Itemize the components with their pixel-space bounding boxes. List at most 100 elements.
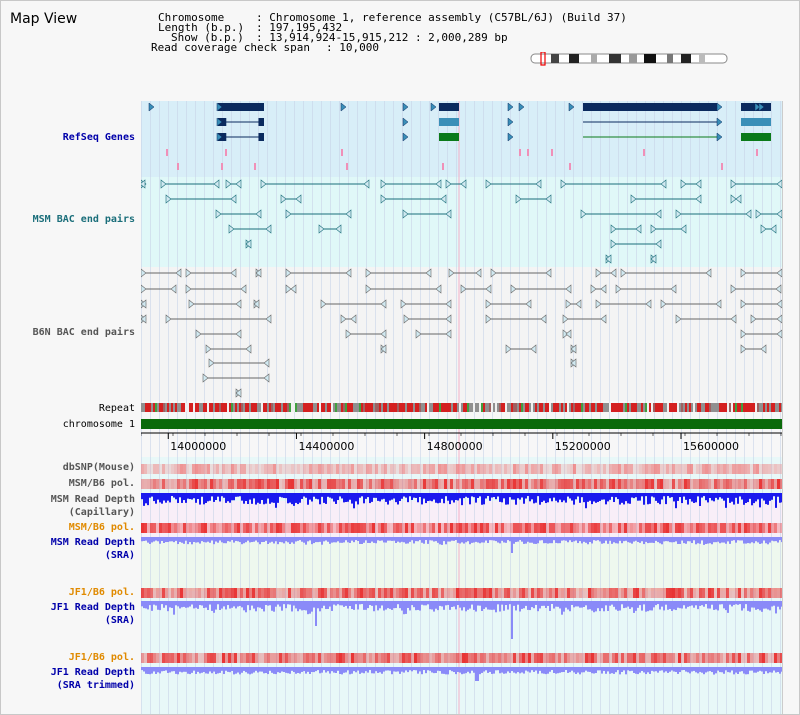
depth-bar <box>607 493 609 502</box>
pol-stripe <box>741 464 744 474</box>
repeat-segment <box>189 403 191 412</box>
right-divider <box>782 101 783 714</box>
depth-bar <box>357 601 359 610</box>
track-label-msm-b6-pol-1[interactable]: MSM/B6 pol. <box>68 478 135 489</box>
pol-stripe <box>552 588 555 598</box>
depth-bar <box>535 667 537 671</box>
repeat-segment <box>703 403 705 412</box>
pol-stripe <box>429 523 432 533</box>
pol-stripe <box>351 653 354 663</box>
axis-tick-label: 15600000 <box>683 440 739 453</box>
depth-bar <box>191 493 193 500</box>
depth-bar <box>237 667 239 673</box>
depth-bar <box>693 493 695 503</box>
pol-stripe <box>330 464 333 474</box>
depth-bar <box>181 493 183 503</box>
pol-stripe <box>456 464 459 474</box>
pol-stripe <box>657 479 660 489</box>
depth-bar <box>159 601 161 611</box>
bac-end-left <box>630 194 637 204</box>
depth-bar <box>371 667 373 674</box>
pol-stripe <box>390 464 393 474</box>
depth-bar <box>237 493 239 497</box>
pol-stripe <box>741 479 744 489</box>
depth-bar <box>495 537 497 542</box>
track-label-jf1-depth-trim[interactable]: JF1 Read Depth <box>50 667 135 678</box>
pol-stripe <box>303 588 306 598</box>
pol-stripe <box>264 588 267 598</box>
pol-stripe <box>141 588 144 598</box>
pol-stripe <box>177 523 180 533</box>
track-label-jf1-depth-trim-sub: (SRA trimmed) <box>56 680 135 691</box>
pol-stripe <box>714 464 717 474</box>
pol-stripe <box>747 479 750 489</box>
pol-stripe <box>207 653 210 663</box>
pol-stripe <box>333 653 336 663</box>
depth-bar <box>355 537 357 541</box>
pol-stripe <box>213 464 216 474</box>
track-label-msm-depth-cap[interactable]: MSM Read Depth <box>50 494 135 505</box>
pol-stripe <box>321 479 324 489</box>
depth-bar <box>147 667 149 674</box>
depth-bar <box>387 537 389 541</box>
pol-stripe <box>375 588 378 598</box>
depth-bar <box>187 667 189 674</box>
pol-stripe <box>522 464 525 474</box>
repeat-segment <box>713 403 715 412</box>
depth-bar <box>317 493 319 500</box>
pol-stripe <box>591 479 594 489</box>
repeat-track <box>141 403 782 412</box>
track-label-repeat[interactable]: Repeat <box>98 403 135 414</box>
repeat-segment <box>375 403 377 412</box>
bac-end-right <box>600 284 607 294</box>
depth-bar <box>179 601 181 609</box>
pol-stripe <box>498 653 501 663</box>
depth-bar <box>607 601 609 611</box>
depth-bar <box>747 601 749 611</box>
pol-stripe <box>444 588 447 598</box>
depth-bar <box>495 493 497 500</box>
pol-stripe <box>216 464 219 474</box>
pol-stripe <box>738 523 741 533</box>
track-label-jf1-b6-pol-1[interactable]: JF1/B6 pol. <box>68 587 135 598</box>
depth-bar <box>575 493 577 500</box>
pol-stripe <box>339 479 342 489</box>
bac-end-right <box>776 179 782 189</box>
pol-stripe <box>333 464 336 474</box>
track-label-refseq[interactable]: RefSeq Genes <box>62 132 135 143</box>
pol-stripe <box>714 479 717 489</box>
pol-stripe <box>453 464 456 474</box>
track-label-chromosome[interactable]: chromosome 1 <box>62 419 135 430</box>
track-label-jf1-depth-sra[interactable]: JF1 Read Depth <box>50 602 135 613</box>
depth-bar <box>271 601 273 611</box>
pol-stripe <box>468 523 471 533</box>
depth-bar <box>271 667 273 673</box>
bac-end-right <box>245 239 252 249</box>
repeat-segment <box>177 403 179 412</box>
chromosome-ideogram[interactable] <box>529 52 729 66</box>
track-label-msm-b6-pol-2[interactable]: MSM/B6 pol. <box>68 522 135 533</box>
track-label-msm-depth-sra[interactable]: MSM Read Depth <box>50 537 135 548</box>
pol-stripe <box>738 588 741 598</box>
pol-stripe <box>159 653 162 663</box>
track-label-dbsnp[interactable]: dbSNP(Mouse) <box>62 462 135 473</box>
pol-stripe <box>612 479 615 489</box>
pol-stripe <box>780 523 782 533</box>
genome-tracks-canvas[interactable]: 14000000 14400000 14800000 15200000 15600000 <box>141 101 782 714</box>
depth-bar <box>653 667 655 672</box>
pol-stripe <box>540 464 543 474</box>
track-label-msm-bac[interactable]: MSM BAC end pairs <box>32 214 135 225</box>
track-label-b6n-bac[interactable]: B6N BAC end pairs <box>32 327 135 338</box>
pol-stripe <box>174 464 177 474</box>
pol-stripe <box>540 479 543 489</box>
depth-bar <box>551 493 553 502</box>
repeat-segment <box>207 403 209 412</box>
pol-stripe <box>216 588 219 598</box>
pol-stripe <box>252 523 255 533</box>
pol-stripe <box>684 588 687 598</box>
pol-stripe <box>249 523 252 533</box>
track-label-jf1-b6-pol-2[interactable]: JF1/B6 pol. <box>68 652 135 663</box>
depth-bar <box>391 493 393 500</box>
depth-bar <box>755 537 757 542</box>
bac-end-right <box>363 179 370 189</box>
